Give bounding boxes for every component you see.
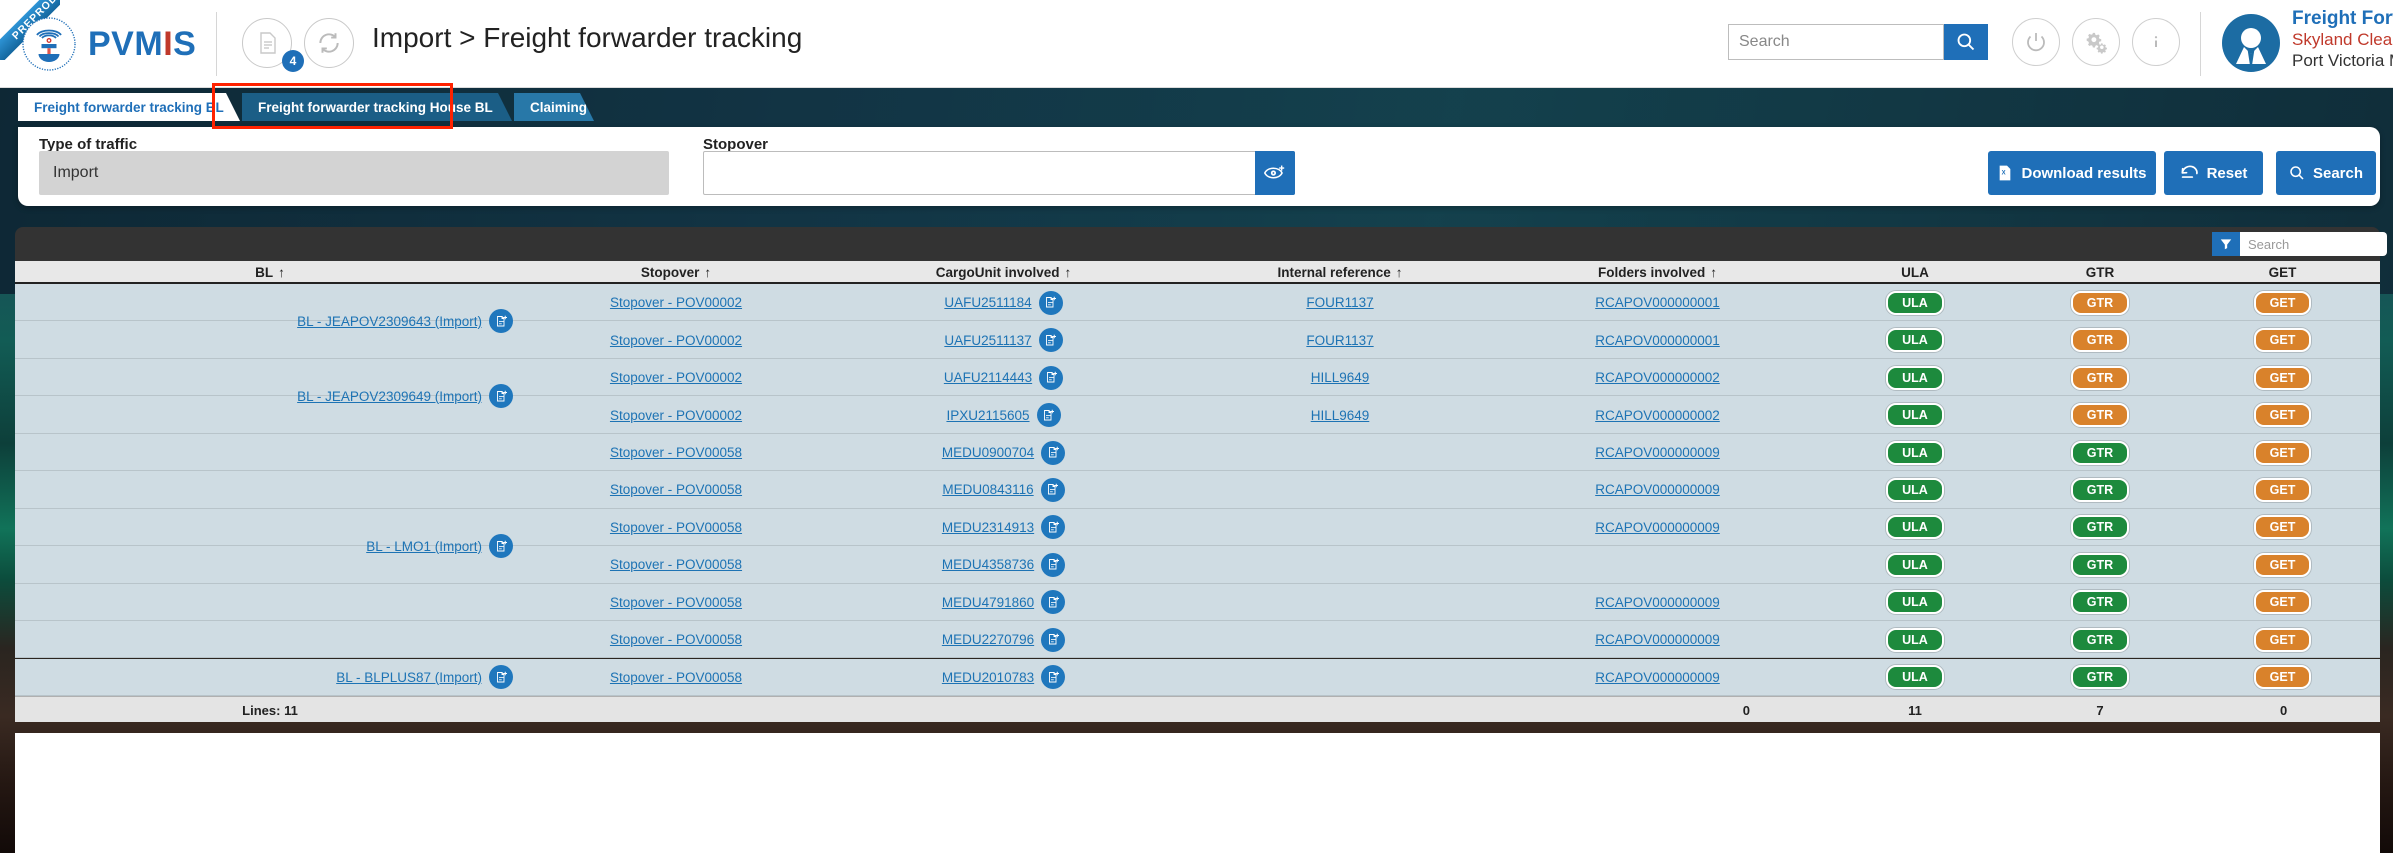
svg-text:X: X <box>2002 170 2006 176</box>
